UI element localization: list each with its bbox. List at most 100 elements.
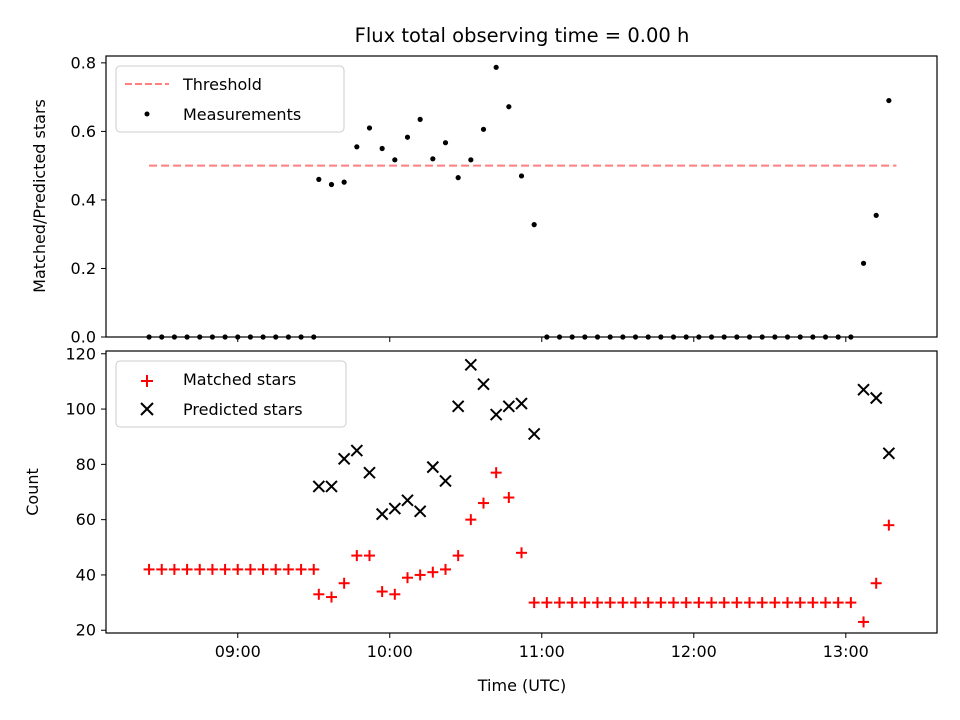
predicted-point bbox=[337, 452, 351, 466]
predicted-point bbox=[489, 408, 503, 421]
matched-point bbox=[244, 563, 256, 575]
predicted-point bbox=[363, 466, 376, 479]
y-tick-label: 0.2 bbox=[71, 259, 96, 278]
predicted-point bbox=[350, 444, 364, 457]
predicted-point bbox=[325, 480, 338, 493]
y-tick-label: 40 bbox=[76, 565, 96, 584]
predicted-point bbox=[477, 377, 490, 391]
predicted-point bbox=[375, 507, 389, 521]
matched-point bbox=[427, 566, 439, 578]
matched-point bbox=[156, 563, 168, 575]
predicted-point bbox=[312, 480, 326, 493]
matched-point bbox=[541, 597, 553, 609]
matched-point bbox=[452, 550, 464, 562]
matched-point bbox=[295, 563, 307, 575]
measurement-point bbox=[886, 97, 892, 104]
matched-point bbox=[376, 586, 388, 598]
matched-point bbox=[604, 597, 616, 609]
predicted-point bbox=[426, 460, 440, 474]
measurement-point bbox=[341, 179, 347, 185]
y-tick-label: 0.8 bbox=[71, 53, 96, 72]
matched-point bbox=[617, 597, 629, 609]
y-tick-label: 0.0 bbox=[71, 328, 96, 347]
matched-point bbox=[257, 563, 269, 575]
matched-point bbox=[389, 588, 401, 600]
predicted-point bbox=[464, 358, 478, 372]
matched-point bbox=[642, 597, 654, 609]
legend-matched-swatch bbox=[141, 375, 153, 387]
matched-point bbox=[554, 597, 566, 609]
y-tick-label: 20 bbox=[76, 621, 96, 640]
predicted-point bbox=[401, 494, 414, 507]
matched-point bbox=[680, 597, 692, 609]
matched-point bbox=[232, 563, 244, 575]
matched-point bbox=[351, 550, 363, 562]
matched-point bbox=[579, 597, 591, 609]
predicted-point bbox=[857, 383, 870, 396]
measurement-point bbox=[442, 140, 449, 146]
matched-point bbox=[807, 597, 819, 609]
matched-point bbox=[363, 550, 375, 562]
predicted-point bbox=[527, 427, 541, 441]
matched-point bbox=[477, 497, 489, 509]
matched-point bbox=[194, 563, 206, 575]
predicted-point bbox=[388, 502, 402, 515]
matched-point bbox=[528, 597, 540, 609]
bottom-legend: Matched stars Predicted stars bbox=[115, 360, 347, 428]
measurement-point bbox=[316, 176, 322, 182]
matched-point bbox=[832, 597, 844, 609]
matched-point bbox=[206, 563, 218, 575]
legend-predicted-label: Predicted stars bbox=[183, 400, 303, 419]
matched-point bbox=[219, 563, 231, 575]
measurement-point bbox=[873, 212, 879, 218]
predicted-point bbox=[451, 400, 465, 413]
matched-point bbox=[693, 597, 705, 609]
y-tick-label: 80 bbox=[76, 455, 96, 474]
matched-point bbox=[820, 597, 832, 609]
predicted-point bbox=[439, 474, 452, 488]
predicted-point bbox=[515, 397, 528, 410]
matched-point bbox=[168, 563, 180, 575]
matched-point bbox=[706, 597, 718, 609]
matched-point bbox=[338, 577, 350, 589]
x-tick-label: 13:00 bbox=[823, 642, 869, 661]
matched-point bbox=[744, 597, 756, 609]
matched-point bbox=[282, 563, 294, 575]
measurement-point bbox=[404, 134, 411, 140]
measurement-point bbox=[430, 156, 436, 162]
bottom-axes-frame bbox=[105, 350, 938, 634]
matched-point bbox=[270, 563, 282, 575]
legend-measurements-swatch bbox=[144, 111, 150, 117]
matched-point bbox=[769, 597, 781, 609]
legend-matched-label: Matched stars bbox=[183, 370, 296, 389]
matched-point bbox=[731, 597, 743, 609]
x-tick-label: 09:00 bbox=[215, 642, 261, 661]
measurement-point bbox=[506, 104, 512, 110]
y-tick-label: 0.4 bbox=[71, 190, 96, 209]
legend-predicted-swatch bbox=[140, 402, 154, 416]
matched-point bbox=[794, 597, 806, 609]
x-tick-label: 12:00 bbox=[671, 642, 717, 661]
matched-point bbox=[858, 616, 870, 628]
matched-point bbox=[439, 563, 451, 575]
top-panel: 0.00.20.40.60.8 Matched/Predicted stars … bbox=[30, 53, 938, 347]
matched-point bbox=[143, 563, 155, 575]
matched-point bbox=[718, 597, 730, 609]
measurement-point bbox=[366, 125, 373, 131]
matched-point bbox=[883, 519, 895, 531]
y-tick-label: 120 bbox=[65, 344, 96, 363]
matched-point bbox=[845, 597, 857, 609]
predicted-point bbox=[413, 505, 427, 518]
x-axis-label: Time (UTC) bbox=[477, 676, 566, 695]
legend-measurements-label: Measurements bbox=[183, 105, 301, 124]
measurement-point bbox=[860, 260, 867, 266]
matched-point bbox=[566, 597, 578, 609]
bottom-y-axis-label: Count bbox=[23, 468, 42, 516]
predicted-point bbox=[502, 400, 516, 413]
measurement-point bbox=[328, 181, 335, 188]
matched-point bbox=[592, 597, 604, 609]
matched-point bbox=[401, 572, 413, 584]
measurement-point bbox=[518, 173, 525, 179]
matched-point bbox=[181, 563, 193, 575]
